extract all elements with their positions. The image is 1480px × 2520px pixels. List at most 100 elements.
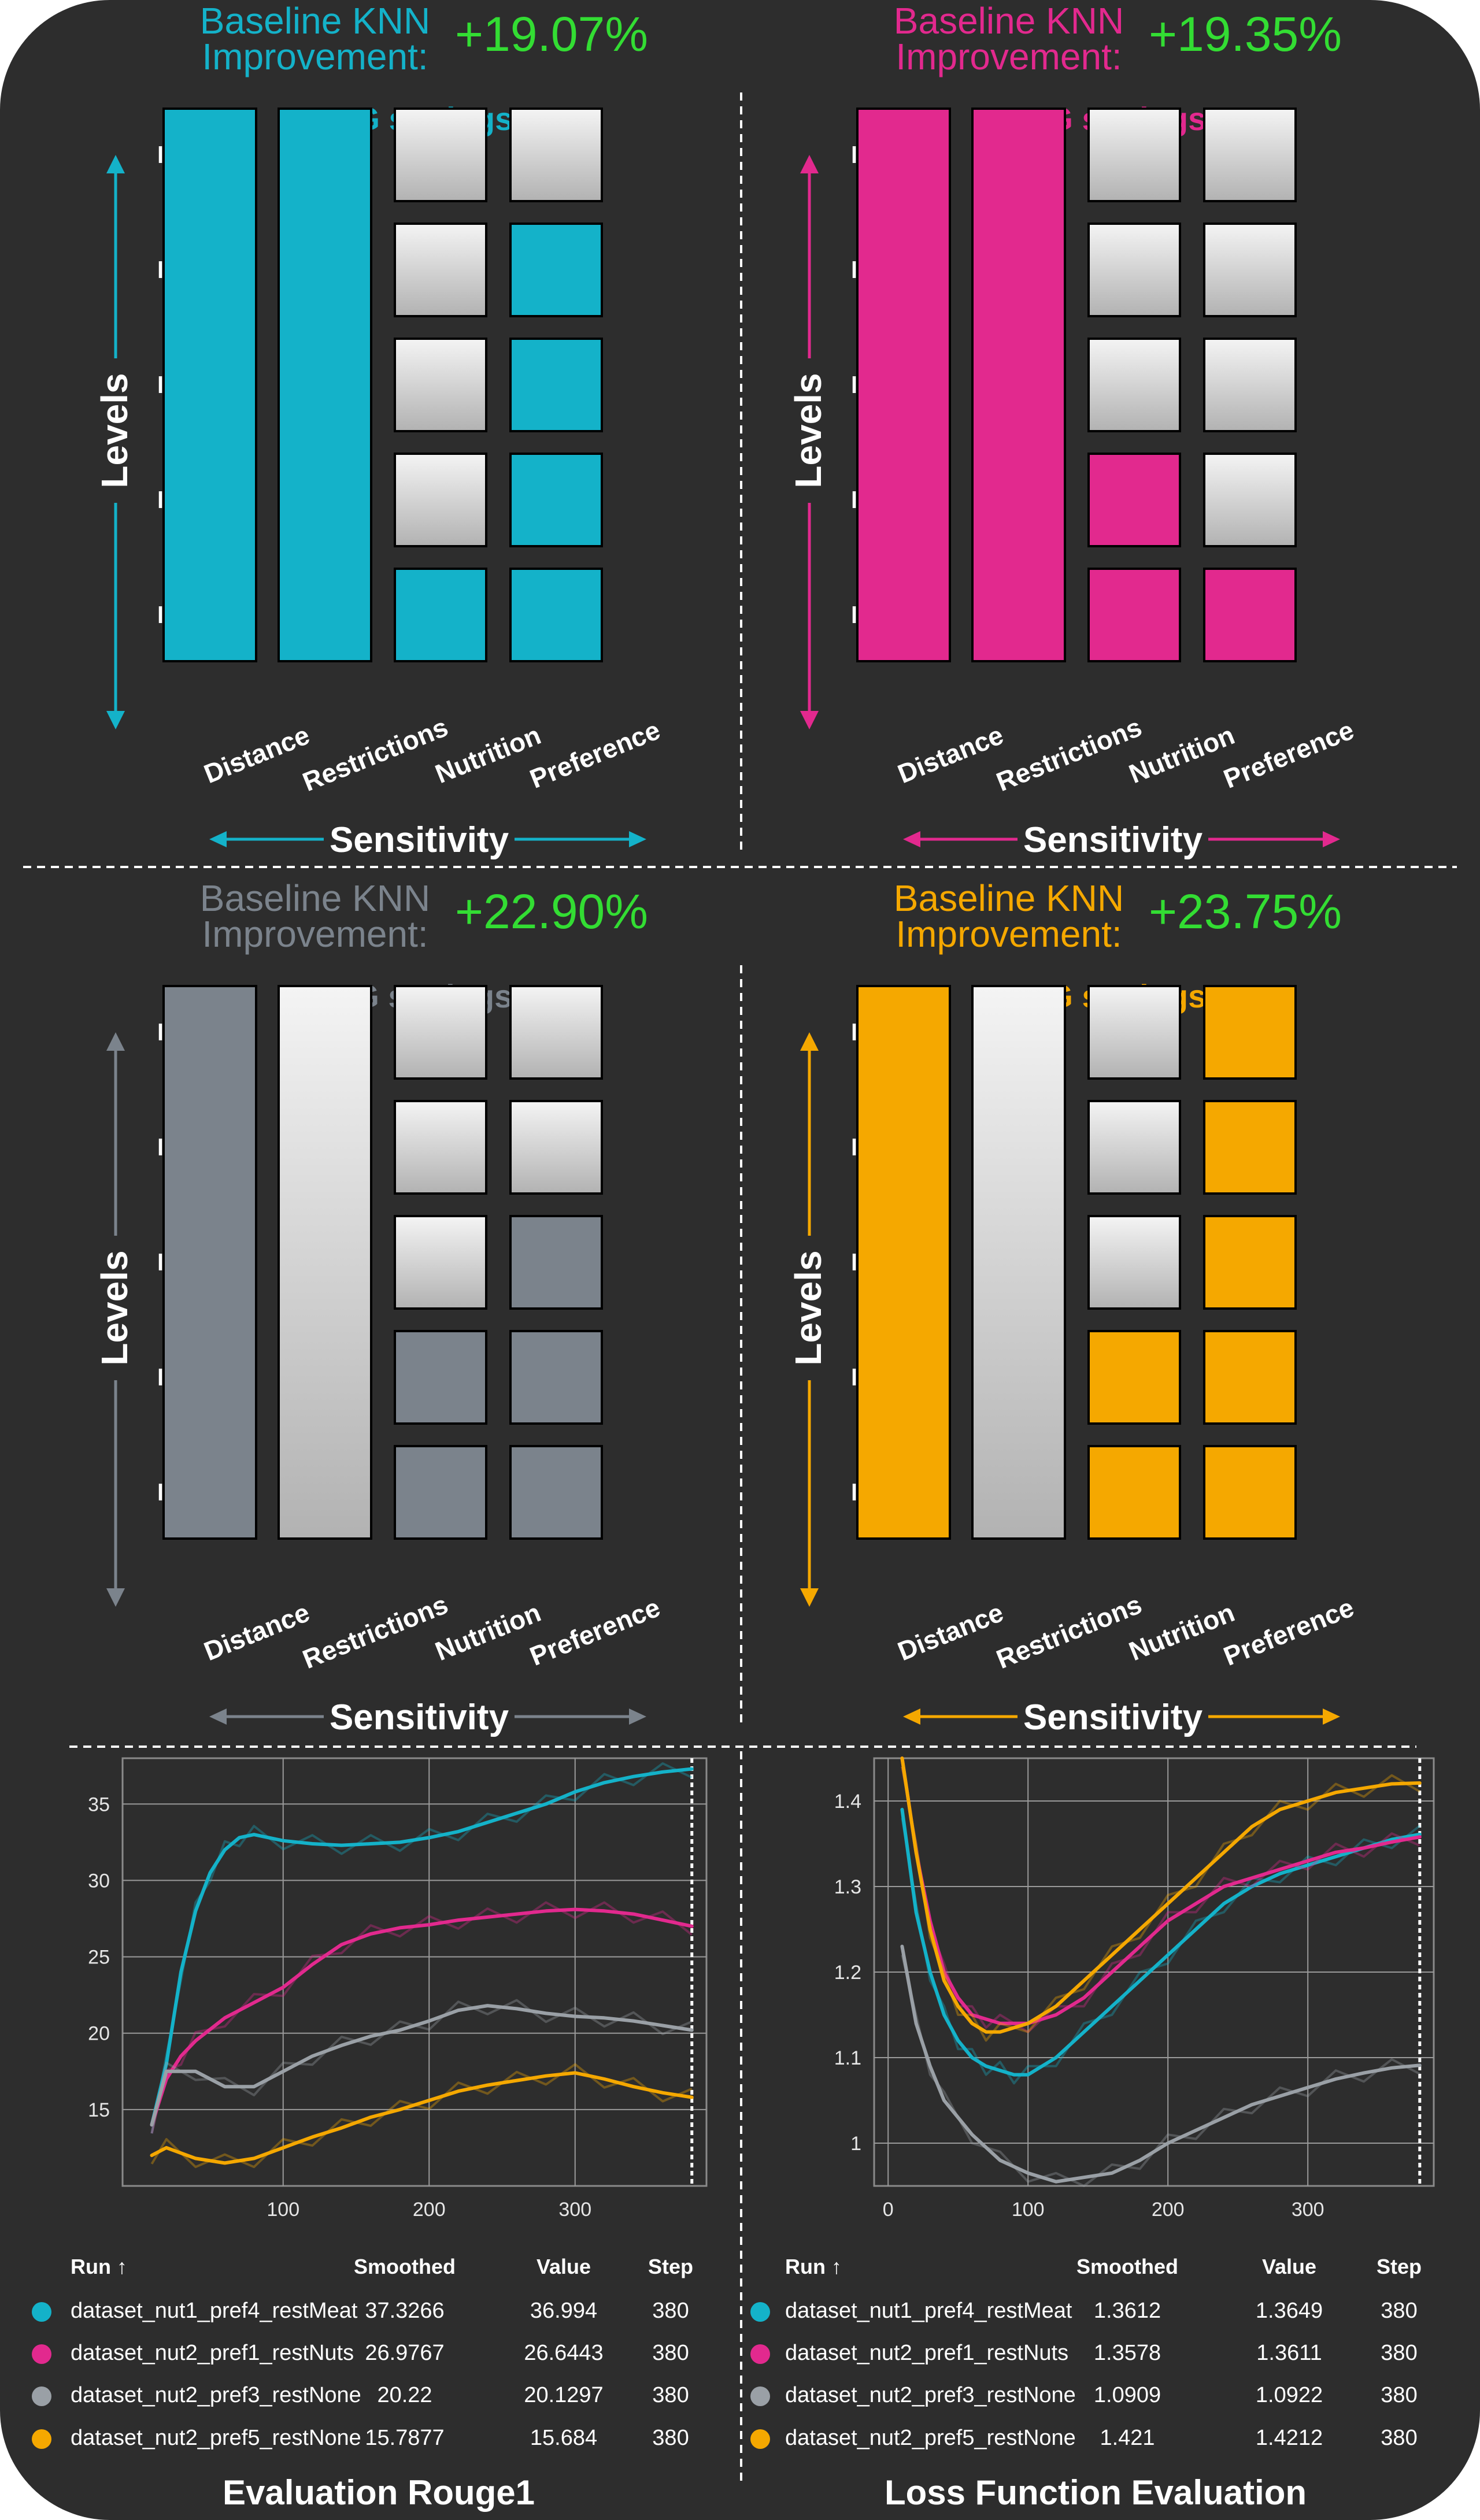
levels-label-backdrop: [102, 358, 130, 503]
table-cell: 26.9767: [365, 2341, 444, 2365]
series-line: [150, 2071, 694, 2165]
nutrition-cell-lvl3: [394, 338, 487, 432]
x-tick-label: 300: [558, 2199, 591, 2221]
improvement-label-line2: Improvement:: [202, 36, 428, 77]
nutrition-cell-lvl5: [394, 108, 487, 202]
table-cell: 36.994: [530, 2299, 597, 2323]
levels-arrow-down-icon: [800, 711, 819, 729]
restrictions-bar: [278, 108, 372, 662]
preference-cell-lvl3: [509, 338, 603, 432]
table-cell: 1.3649: [1256, 2299, 1323, 2323]
improvement-label-line2: Improvement:: [896, 36, 1122, 77]
preference-cell-lvl5: [509, 108, 603, 202]
sensitivity-label-backdrop: [1018, 821, 1208, 858]
preference-cell-lvl1: [509, 568, 603, 662]
table-header: Step: [1377, 2255, 1422, 2278]
preference-cell-lvl2: [1203, 453, 1297, 547]
preference-cell-lvl2: [509, 453, 603, 547]
table-row: dataset_nut2_pref5_restNone 15.7877 15.684…: [32, 2426, 689, 2450]
nutrition-cell-lvl4: [1087, 1100, 1181, 1195]
preference-cell-lvl5: [1203, 985, 1297, 1080]
y-tick-label: 20: [88, 2023, 110, 2045]
improvement-label-line1: Baseline KNN: [200, 0, 430, 42]
improvement-value: +19.35%: [1149, 7, 1342, 61]
table-cell: 37.3266: [365, 2299, 444, 2323]
table-row: dataset_nut2_pref3_restNone 1.0909 1.0922 3…: [750, 2383, 1418, 2407]
series-color-dot: [750, 2386, 770, 2406]
sensitivity-arrow-left-icon: [903, 1709, 920, 1725]
table-cell: 1.3578: [1094, 2341, 1161, 2365]
x-tick-label: 0: [883, 2199, 894, 2221]
preference-cell-lvl4: [1203, 1100, 1297, 1195]
sensitivity-arrow-right-icon: [629, 831, 646, 847]
y-tick-label: 1.1: [834, 2047, 861, 2069]
series-line: [150, 1767, 694, 2127]
levels-axis-label: Levels: [94, 373, 135, 488]
levels-arrow-up-icon: [106, 1032, 125, 1051]
series-line: [150, 2004, 694, 2127]
preference-cell-lvl3: [1203, 1215, 1297, 1310]
series-line: [900, 1756, 1422, 2025]
table-row: dataset_nut2_pref3_restNone 20.22 20.1297 3…: [32, 2383, 689, 2407]
preference-cell-lvl4: [1203, 223, 1297, 317]
chart-rouge1: 15 20 25 30 35 100 200 300 Run ↑ Smoothed Value Ste…: [32, 1757, 708, 2512]
y-tick-label: 1.2: [834, 1962, 861, 1984]
series-raw-line: [901, 1954, 1420, 2187]
levels-label-backdrop: [796, 358, 823, 503]
levels-axis-label: Levels: [787, 373, 829, 488]
table-row: dataset_nut2_pref5_restNone 1.421 1.4212 38…: [750, 2426, 1418, 2450]
nutrition-cell-lvl5: [1087, 985, 1181, 1080]
distance-bar: [856, 985, 951, 1540]
chart-title: Evaluation Rouge1: [223, 2473, 535, 2512]
table-cell: 15.7877: [365, 2426, 444, 2450]
improvement-label-line2: Improvement:: [896, 913, 1122, 955]
table-cell: 20.22: [377, 2383, 432, 2407]
series-line: [150, 1907, 694, 2127]
table-row: dataset_nut1_pref4_restMeat 1.3612 1.3649 3…: [750, 2299, 1418, 2323]
table-cell: dataset_nut2_pref5_restNone: [71, 2426, 361, 2450]
distance-bar: [856, 108, 951, 662]
table-cell: 20.1297: [524, 2383, 603, 2407]
sensitivity-arrow-left-icon: [209, 831, 227, 847]
preference-cell-lvl3: [509, 1215, 603, 1310]
nutrition-cell-lvl2: [394, 1330, 487, 1425]
table-cell: 380: [652, 2341, 689, 2365]
nutrition-cell-lvl1: [1087, 1445, 1181, 1540]
improvement-value: +19.07%: [455, 7, 648, 61]
nutrition-cell-lvl2: [394, 453, 487, 547]
y-tick-label: 25: [88, 1947, 110, 1969]
chart-loss: 1 1.1 1.2 1.3 1.4 0 100 200 300 Run ↑ Smoothed Valu…: [750, 1756, 1435, 2512]
series-color-dot: [32, 2344, 51, 2364]
distance-bar: [162, 985, 257, 1540]
sensitivity-arrow-right-icon: [1323, 831, 1340, 847]
x-tick-label: 100: [1012, 2199, 1045, 2221]
nutrition-cell-lvl4: [394, 223, 487, 317]
preference-cell-lvl2: [1203, 1330, 1297, 1425]
preference-cell-lvl1: [509, 1445, 603, 1540]
improvement-value: +22.90%: [455, 884, 648, 939]
nutrition-cell-lvl3: [1087, 1215, 1181, 1310]
preference-cell-lvl3: [1203, 338, 1297, 432]
sensitivity-axis-label: Sensitivity: [1023, 1698, 1203, 1737]
nutrition-cell-lvl3: [1087, 338, 1181, 432]
nutrition-cell-lvl4: [394, 1100, 487, 1195]
table-cell: 1.0909: [1094, 2383, 1161, 2407]
y-tick-label: 1.3: [834, 1876, 861, 1898]
sensitivity-label-backdrop: [1018, 1698, 1208, 1735]
x-tick-label: 100: [267, 2199, 299, 2221]
preference-cell-lvl4: [509, 1100, 603, 1195]
y-tick-label: 35: [88, 1793, 110, 1815]
preference-cell-lvl5: [509, 985, 603, 1080]
table-cell: 380: [652, 2299, 689, 2323]
nutrition-cell-lvl3: [394, 1215, 487, 1310]
series-color-dot: [32, 2386, 51, 2406]
table-cell: 1.3611: [1256, 2341, 1322, 2365]
x-tick-label: 200: [413, 2199, 446, 2221]
preference-cell-lvl1: [1203, 1445, 1297, 1540]
table-cell: 26.6443: [524, 2341, 603, 2365]
series-line: [900, 1944, 1422, 2184]
table-cell: dataset_nut1_pref4_restMeat: [71, 2299, 358, 2323]
table-cell: 15.684: [530, 2426, 597, 2450]
preference-cell-lvl4: [509, 223, 603, 317]
